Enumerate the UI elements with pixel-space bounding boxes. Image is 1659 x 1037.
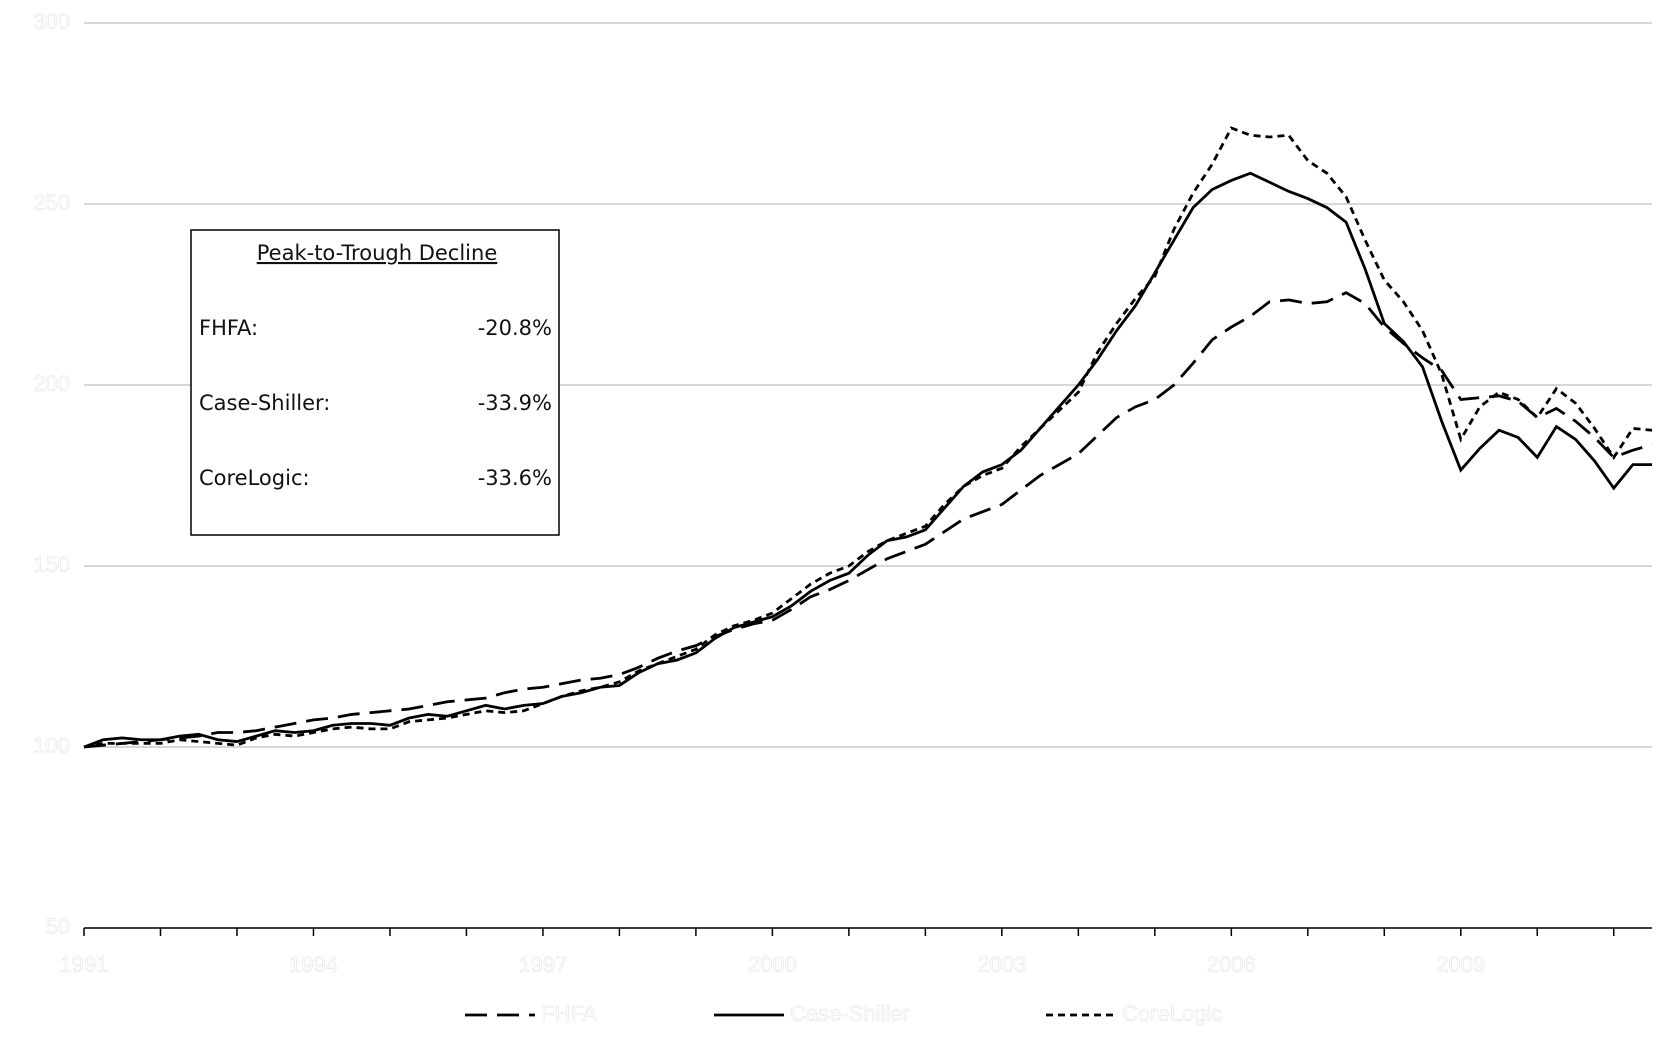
y-tick-label: 300 (33, 9, 70, 34)
legend-label: FHFA (541, 1001, 598, 1026)
x-tick-label: 2000 (748, 952, 797, 977)
annotation-title: Peak-to-Trough Decline (257, 241, 498, 265)
series-line (83, 171, 1652, 749)
y-tick-label: 150 (33, 552, 70, 577)
y-tick-label: 200 (33, 371, 70, 396)
legend-label: Case-Shiller (790, 1001, 910, 1026)
x-tick-label: 1991 (60, 952, 109, 977)
y-tick-label: 250 (33, 190, 70, 215)
annotation-label: CoreLogic: (199, 466, 310, 490)
x-tick-label: 1997 (518, 952, 567, 977)
annotation-value: -33.9% (478, 391, 552, 415)
y-tick-label: 50 (46, 914, 70, 939)
annotation-value: -20.8% (478, 316, 552, 340)
annotation-value: -33.6% (478, 466, 552, 490)
y-tick-label: 100 (33, 733, 70, 758)
series-line (83, 126, 1653, 749)
annotation-label: Case-Shiller: (199, 391, 330, 415)
x-tick-label: 2009 (1436, 952, 1485, 977)
x-tick-label: 1994 (289, 952, 338, 977)
annotation-label: FHFA: (199, 316, 258, 340)
annotation-frame (190, 229, 560, 536)
x-tick-label: 2006 (1207, 952, 1256, 977)
legend-label: CoreLogic (1122, 1001, 1222, 1026)
series-line (83, 291, 1653, 749)
plot: 50 100 150 200 250 300 1991 1994 1997 2000 2003 200… (33, 9, 1653, 1026)
annotation-box: Peak-to-Trough Decline FHFA: -20.8% Case-S… (190, 229, 560, 536)
x-tick-label: 2003 (977, 952, 1026, 977)
